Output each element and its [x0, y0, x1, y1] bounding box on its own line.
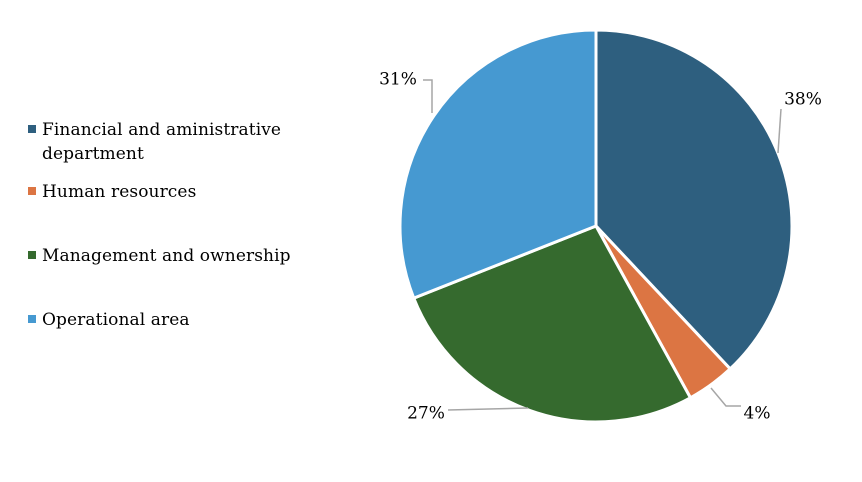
data-label-management: 27%	[407, 404, 445, 424]
leader-line-hr	[710, 387, 741, 407]
legend-item-hr: Human resources	[28, 180, 292, 204]
legend-label-operational: Operational area	[42, 310, 190, 330]
data-label-hr: 4%	[744, 404, 771, 424]
data-label-operational: 31%	[379, 70, 417, 90]
legend-swatch-financial	[28, 125, 36, 133]
legend-item-financial: Financial and aministrative department	[28, 118, 292, 166]
leader-line-operational	[423, 79, 433, 113]
legend-item-operational: Operational area	[28, 308, 292, 332]
pie-slice-management	[411, 224, 693, 424]
legend-label-financial: Financial and aministrative department	[42, 120, 282, 164]
legend-swatch-management	[28, 251, 36, 259]
legend-swatch-hr	[28, 187, 36, 195]
legend-label-management: Management and ownership	[42, 246, 291, 266]
leader-line-management	[447, 407, 529, 411]
legend-label-hr: Human resources	[42, 182, 197, 202]
legend-swatch-operational	[28, 315, 36, 323]
data-label-financial: 38%	[784, 90, 822, 110]
pie-slice-financial	[594, 28, 794, 371]
leader-line-financial	[777, 108, 782, 154]
pie-slice-operational	[398, 28, 598, 301]
legend-item-management: Management and ownership	[28, 244, 292, 268]
